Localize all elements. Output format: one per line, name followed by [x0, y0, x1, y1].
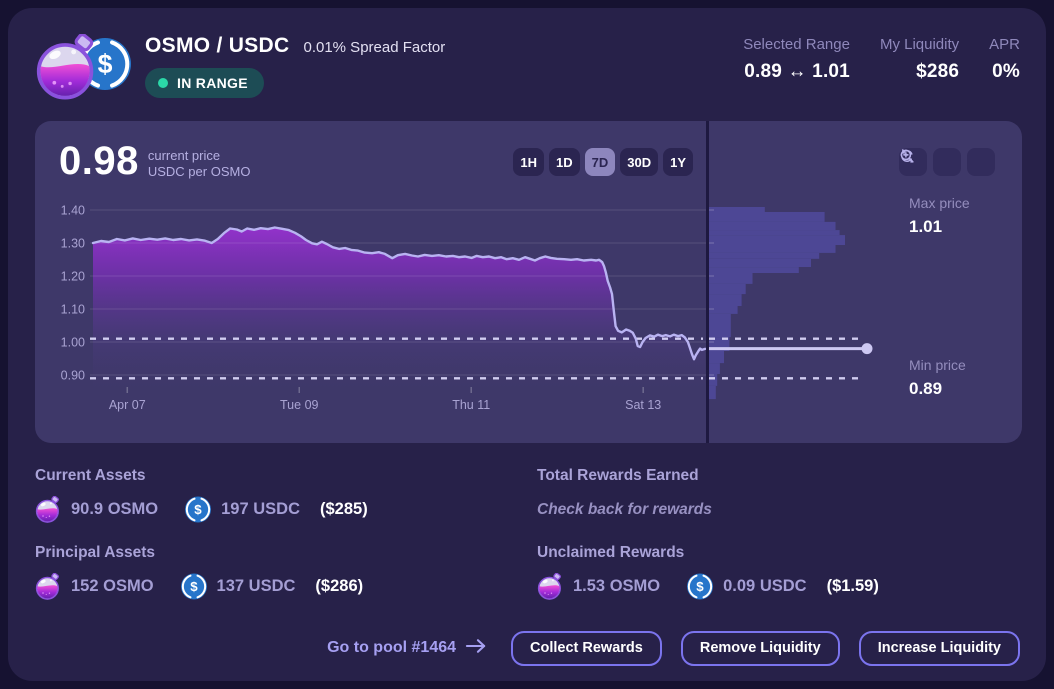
current-price-handle[interactable]: [861, 343, 873, 355]
increase-liquidity-button[interactable]: Increase Liquidity: [858, 630, 1020, 666]
svg-text:Tue 09: Tue 09: [280, 398, 319, 412]
header-stats: Selected Range 0.89 ↔ 1.01 My Liquidity …: [743, 28, 1020, 83]
header: $ OSMO / USDC 0.01% Spread Factor: [35, 28, 1020, 100]
svg-text:1.10: 1.10: [61, 303, 85, 317]
liquidity-depth-svg[interactable]: [709, 121, 1022, 443]
depth-toolbar: [899, 148, 995, 176]
principal-usd-value: ($286): [315, 577, 364, 595]
assets-section: Current Assets 90.9 OSMO $ 197 USDC: [35, 467, 1019, 621]
svg-text:$: $: [696, 579, 704, 594]
range-button-7d[interactable]: 7D: [584, 148, 616, 176]
range-button-30d[interactable]: 30D: [620, 148, 659, 176]
usdc-token-icon: $: [687, 573, 714, 600]
stat-my-liquidity: My Liquidity $286: [879, 36, 960, 82]
current-osmo-amount: 90.9 OSMO: [71, 500, 159, 518]
current-price-value: 0.98: [59, 139, 139, 183]
current-usdc-amount: 197 USDC: [221, 500, 300, 518]
in-range-dot-icon: [158, 78, 168, 88]
current-price-caption: current price USDC per OSMO: [147, 147, 251, 179]
svg-text:$: $: [98, 49, 113, 79]
principal-osmo-amount: 152 OSMO: [71, 577, 154, 595]
chart-panel: 0.98 current price USDC per OSMO 1H 1D 7D 3…: [35, 121, 1022, 443]
osmo-token-icon: [35, 495, 61, 523]
max-price-readout: Max price 1.01: [909, 195, 970, 236]
liquidity-depth-chart[interactable]: Max price 1.01 Min price 0.89: [706, 121, 1022, 443]
osmo-token-icon: [35, 33, 98, 100]
total-rewards-title: Total Rewards Earned: [537, 467, 699, 484]
zoom-in-button[interactable]: [900, 148, 995, 176]
stat-selected-range: Selected Range 0.89 ↔ 1.01: [743, 36, 850, 82]
osmo-token-icon: [35, 572, 61, 600]
collect-rewards-button[interactable]: Collect Rewards: [511, 630, 662, 666]
svg-text:0.90: 0.90: [61, 369, 85, 383]
range-button-1y[interactable]: 1Y: [663, 148, 693, 176]
unclaimed-usdc-amount: 0.09 USDC: [723, 577, 807, 595]
stat-apr: APR 0%: [989, 36, 1020, 82]
svg-text:1.20: 1.20: [61, 270, 85, 284]
spread-factor: 0.01% Spread Factor: [303, 39, 446, 56]
current-assets-row: 90.9 OSMO $ 197 USDC ($285): [35, 495, 537, 523]
min-price-readout: Min price 0.89: [909, 357, 966, 398]
rewards-empty-note: Check back for rewards: [537, 500, 712, 518]
range-button-1d[interactable]: 1D: [548, 148, 580, 176]
remove-liquidity-button[interactable]: Remove Liquidity: [680, 630, 840, 666]
svg-text:1.00: 1.00: [61, 336, 85, 350]
unclaimed-rewards-title: Unclaimed Rewards: [537, 544, 685, 561]
pool-title: OSMO / USDC: [145, 34, 290, 57]
range-button-1h[interactable]: 1H: [513, 148, 544, 176]
unclaimed-usd-value: ($1.59): [826, 577, 879, 595]
principal-usdc-amount: 137 USDC: [216, 577, 296, 595]
price-chart[interactable]: 0.98 current price USDC per OSMO 1H 1D 7D 3…: [35, 121, 706, 443]
svg-text:$: $: [194, 502, 202, 517]
arrow-right-icon: [465, 638, 488, 659]
footer-actions: Go to pool #1464 Collect Rewards Remove …: [327, 630, 1020, 666]
status-badge: IN RANGE: [145, 68, 264, 98]
current-assets-title: Current Assets: [35, 467, 146, 484]
go-to-pool-link[interactable]: Go to pool #1464: [327, 638, 488, 659]
svg-text:1.30: 1.30: [61, 237, 85, 251]
price-chart-svg[interactable]: 1.40 1.30 1.20 1.10 1.00 0.90 Apr 07 Tue 09 Thu …: [35, 121, 706, 443]
svg-text:$: $: [190, 579, 198, 594]
pool-logo: $: [35, 28, 131, 100]
position-card: $ OSMO / USDC 0.01% Spread Factor: [8, 8, 1046, 681]
unclaimed-osmo-amount: 1.53 OSMO: [573, 577, 661, 595]
svg-text:Thu 11: Thu 11: [452, 398, 490, 412]
current-usd-value: ($285): [320, 500, 368, 518]
svg-text:Sat 13: Sat 13: [625, 398, 661, 412]
time-range-buttons: 1H 1D 7D 30D 1Y: [513, 148, 693, 176]
unclaimed-rewards-row: 1.53 OSMO $ 0.09 USDC ($1.59): [537, 572, 1019, 600]
svg-text:Apr 07: Apr 07: [109, 398, 146, 412]
usdc-token-icon: $: [185, 496, 212, 523]
principal-assets-title: Principal Assets: [35, 544, 156, 561]
usdc-token-icon: $: [180, 573, 207, 600]
principal-assets-row: 152 OSMO $ 137 USDC ($286): [35, 572, 537, 600]
svg-text:1.40: 1.40: [61, 204, 85, 218]
zoom-out-button[interactable]: [900, 148, 961, 176]
osmo-token-icon: [537, 572, 563, 600]
total-rewards-row: Check back for rewards: [537, 496, 1019, 523]
